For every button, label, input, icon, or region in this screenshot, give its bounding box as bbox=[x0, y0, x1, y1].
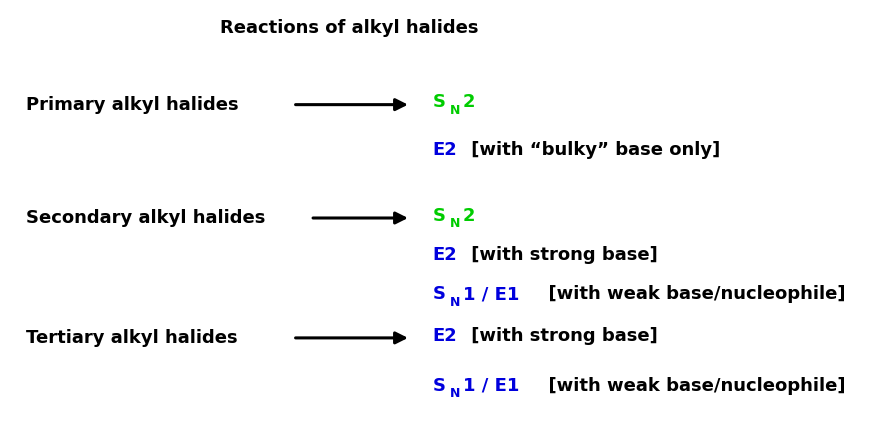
Text: 2: 2 bbox=[463, 93, 475, 112]
Text: N: N bbox=[449, 104, 460, 117]
Text: E2: E2 bbox=[433, 327, 457, 345]
Text: N: N bbox=[449, 217, 460, 230]
Text: N: N bbox=[449, 296, 460, 309]
Text: 2: 2 bbox=[463, 207, 475, 225]
Text: [with strong base]: [with strong base] bbox=[465, 246, 657, 264]
Text: S: S bbox=[433, 285, 446, 303]
Text: [with weak base/nucleophile]: [with weak base/nucleophile] bbox=[536, 377, 845, 395]
Text: [with strong base]: [with strong base] bbox=[465, 327, 657, 345]
Text: [with weak base/nucleophile]: [with weak base/nucleophile] bbox=[536, 285, 845, 303]
Text: N: N bbox=[449, 387, 460, 400]
Text: E2: E2 bbox=[433, 246, 457, 264]
Text: 1 / E1: 1 / E1 bbox=[463, 285, 519, 303]
Text: Primary alkyl halides: Primary alkyl halides bbox=[26, 95, 239, 114]
Text: 1 / E1: 1 / E1 bbox=[463, 377, 519, 395]
Text: Secondary alkyl halides: Secondary alkyl halides bbox=[26, 209, 266, 227]
Text: Reactions of alkyl halides: Reactions of alkyl halides bbox=[220, 19, 479, 37]
Text: S: S bbox=[433, 207, 446, 225]
Text: E2: E2 bbox=[433, 141, 457, 160]
Text: S: S bbox=[433, 93, 446, 112]
Text: Tertiary alkyl halides: Tertiary alkyl halides bbox=[26, 329, 238, 347]
Text: [with “bulky” base only]: [with “bulky” base only] bbox=[465, 141, 720, 160]
Text: S: S bbox=[433, 377, 446, 395]
